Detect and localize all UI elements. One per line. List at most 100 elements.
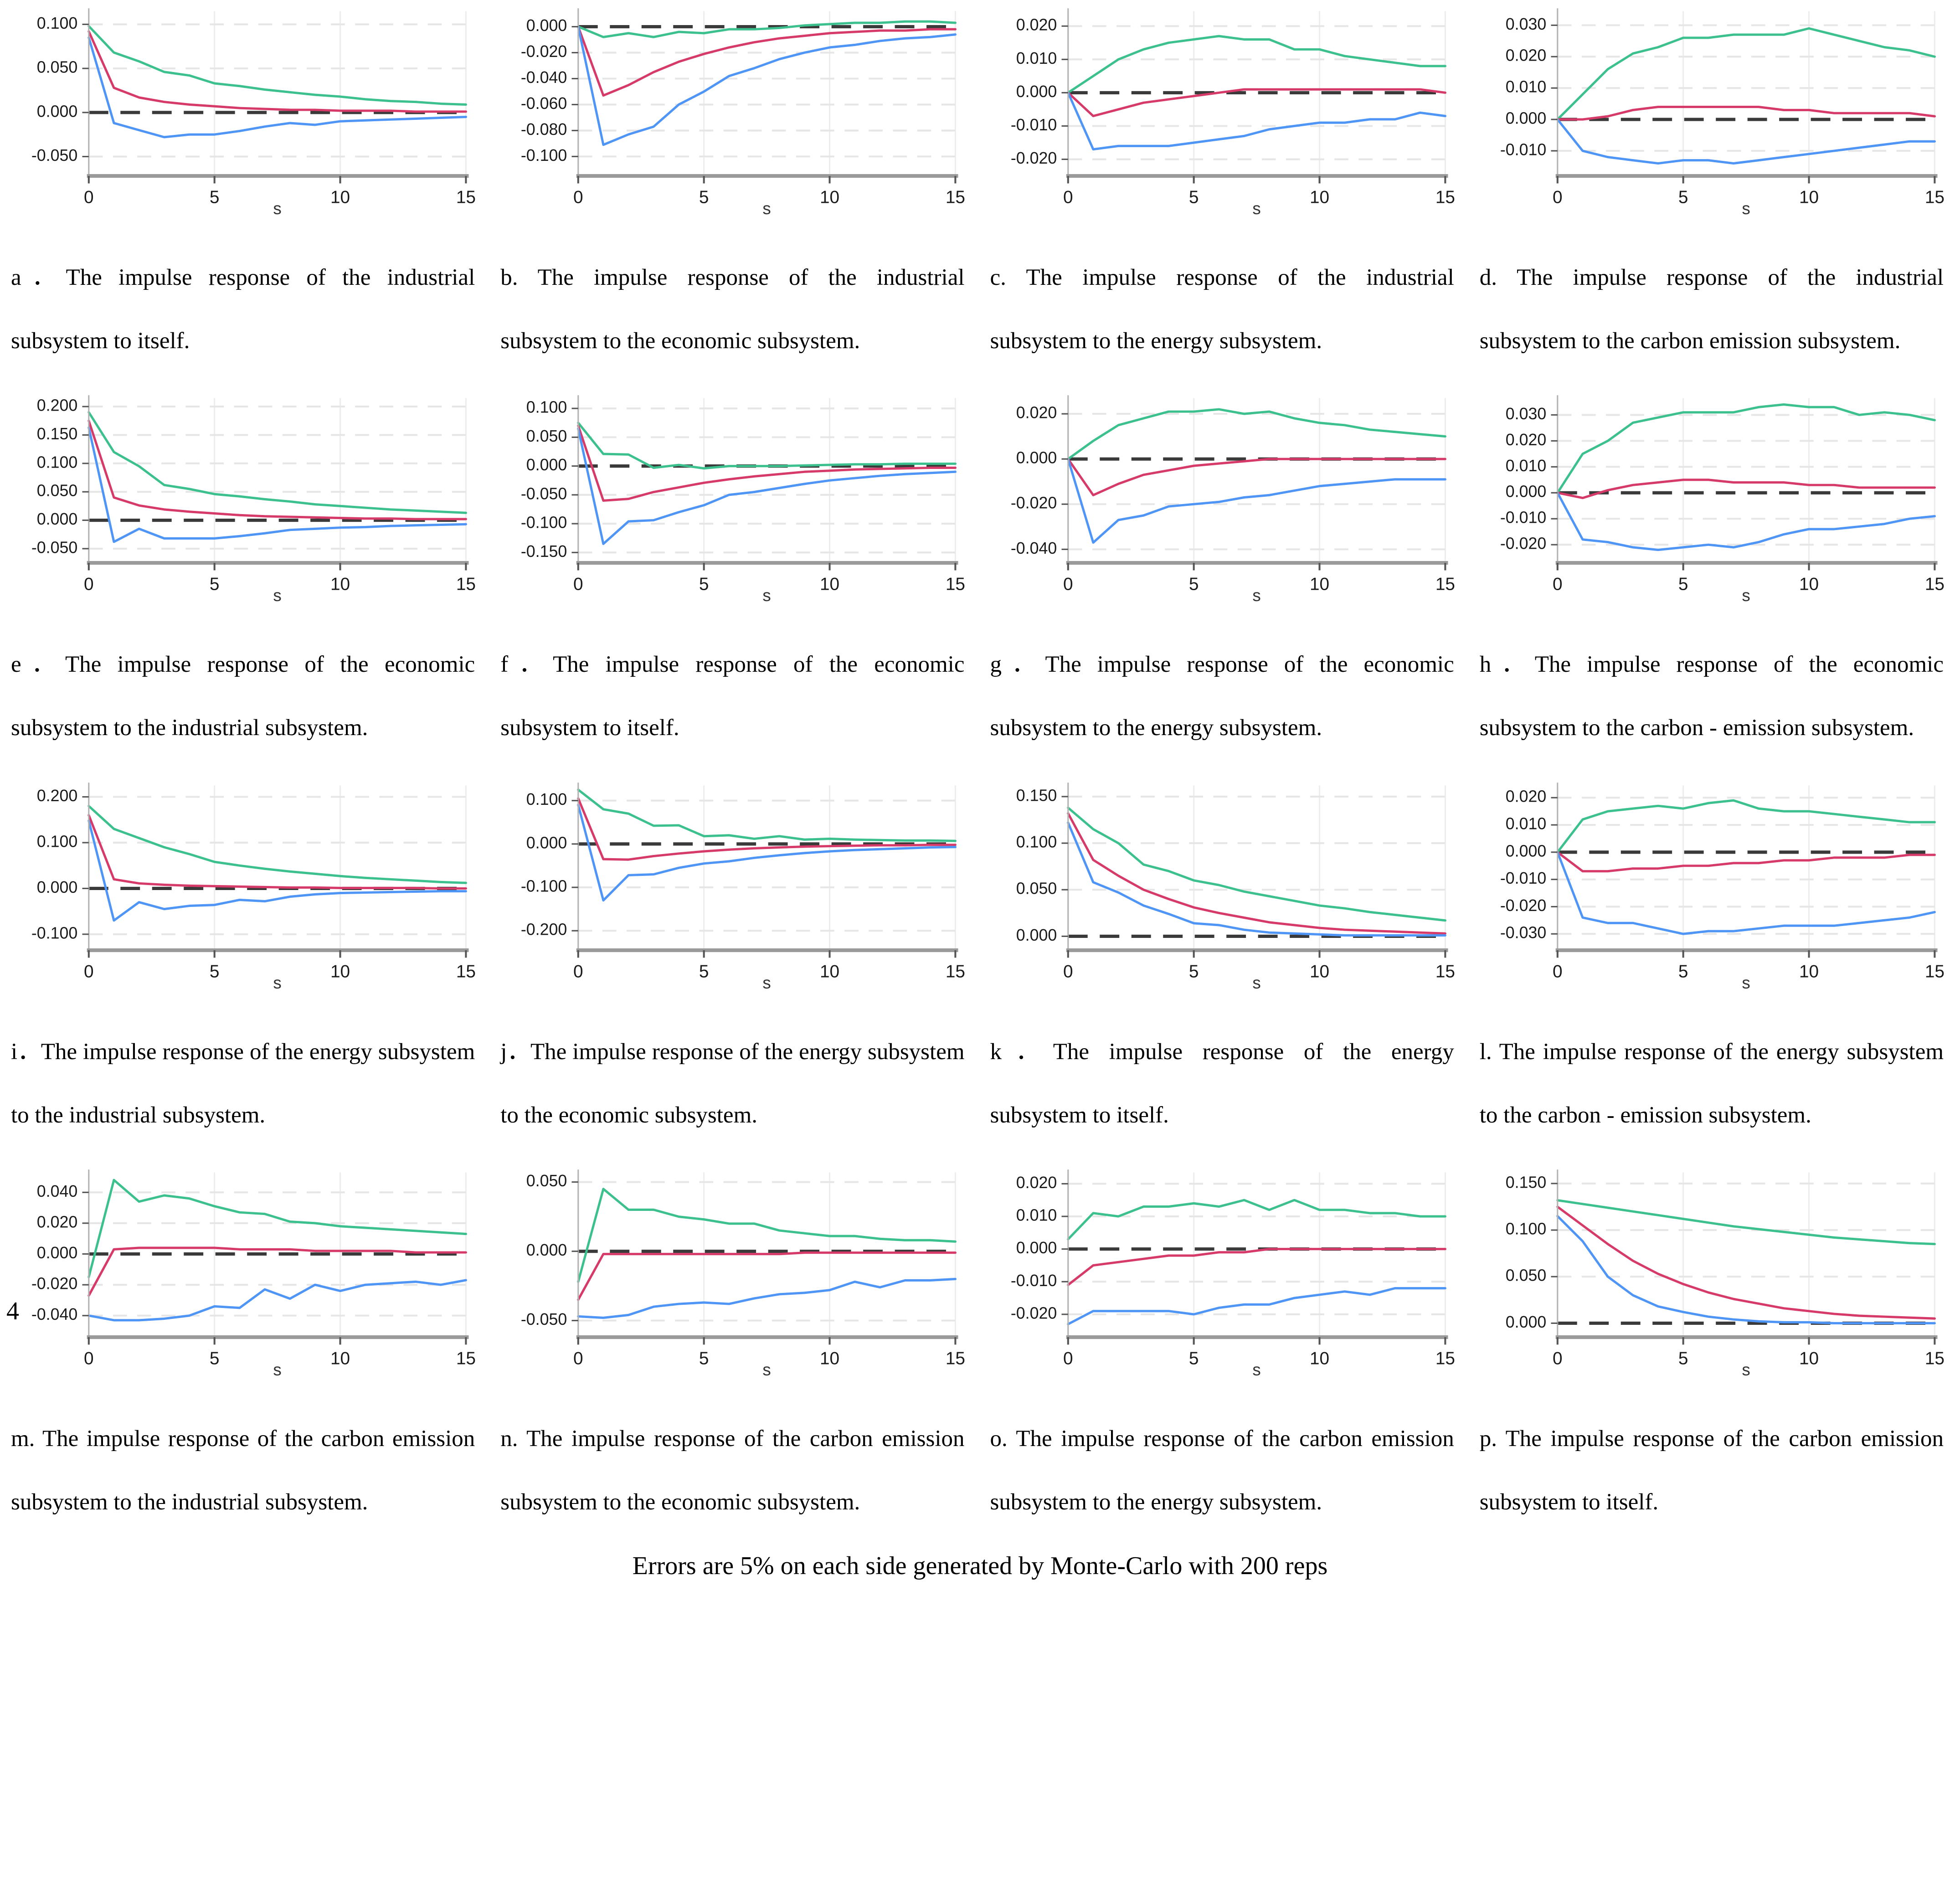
irf-plot: 0.040 0.020 0.000 -0.020 -0.040 0 5 10 15 s bbox=[31, 1169, 476, 1378]
svg-text:0.010: 0.010 bbox=[1506, 457, 1546, 475]
svg-text:0: 0 bbox=[84, 187, 94, 207]
irf-plot: 0.050 0.000 -0.050 0 5 10 15 s bbox=[521, 1169, 965, 1378]
svg-text:0: 0 bbox=[84, 575, 94, 594]
caption-d: d. The impulse response of the industria… bbox=[1479, 265, 1944, 354]
chart-carbon-to-industrial: 0.040 0.020 0.000 -0.020 -0.040 0 5 10 15 s bbox=[5, 1164, 487, 1378]
svg-text:0.000: 0.000 bbox=[526, 456, 567, 474]
svg-text:0.000: 0.000 bbox=[37, 1244, 77, 1262]
svg-text:15: 15 bbox=[456, 575, 476, 594]
chart-row-1: 0.100 0.050 0.000 -0.050 0 5 10 15 s 0.000 -0.020… bbox=[5, 3, 1955, 217]
svg-text:-0.020: -0.020 bbox=[31, 1275, 77, 1293]
svg-text:0.020: 0.020 bbox=[1016, 1174, 1056, 1192]
caption-m: m. The impulse response of the carbon em… bbox=[11, 1426, 475, 1515]
svg-text:10: 10 bbox=[1309, 962, 1329, 981]
chart-industrial-to-carbon: 0.030 0.020 0.010 0.000 -0.010 0 5 10 15 s bbox=[1473, 3, 1955, 217]
irf-plot: 0.020 0.010 0.000 -0.010 -0.020 0 5 10 15 s bbox=[1010, 8, 1455, 217]
svg-text:s: s bbox=[1742, 586, 1750, 604]
svg-text:0.020: 0.020 bbox=[1016, 404, 1056, 422]
irf-plot: 0.020 0.010 0.000 -0.010 -0.020 0 5 10 15 s bbox=[1010, 1169, 1455, 1378]
caption-j: j．The impulse response of the energy sub… bbox=[500, 1039, 965, 1128]
page-number: 4 bbox=[6, 1297, 19, 1325]
svg-text:-0.150: -0.150 bbox=[521, 542, 567, 561]
chart-economic-to-industrial: 0.200 0.150 0.100 0.050 0.000 -0.050 0 5 10 15 s bbox=[5, 390, 487, 604]
svg-text:0.000: 0.000 bbox=[526, 1241, 567, 1259]
svg-text:5: 5 bbox=[210, 187, 220, 207]
svg-text:5: 5 bbox=[699, 187, 709, 207]
svg-text:0.000: 0.000 bbox=[526, 834, 567, 852]
svg-text:0.150: 0.150 bbox=[1016, 786, 1056, 804]
svg-text:0.010: 0.010 bbox=[1016, 49, 1056, 67]
caption-f: f．The impulse response of the economic s… bbox=[500, 652, 965, 741]
svg-text:5: 5 bbox=[699, 962, 709, 981]
svg-text:-0.050: -0.050 bbox=[31, 539, 77, 557]
irf-plot: 0.000 -0.020 -0.040 -0.060 -0.080 -0.100 0 5 10 1… bbox=[521, 8, 965, 217]
svg-text:-0.040: -0.040 bbox=[521, 68, 567, 87]
svg-text:-0.050: -0.050 bbox=[521, 1310, 567, 1328]
svg-text:5: 5 bbox=[1678, 187, 1688, 207]
irf-plot: 0.020 0.010 0.000 -0.010 -0.020 -0.030 0 5 10 15 s bbox=[1500, 782, 1945, 991]
svg-text:0: 0 bbox=[573, 1349, 583, 1369]
svg-text:-0.100: -0.100 bbox=[521, 514, 567, 532]
svg-text:0.010: 0.010 bbox=[1506, 814, 1546, 833]
svg-text:0.000: 0.000 bbox=[1016, 1239, 1056, 1257]
svg-text:-0.020: -0.020 bbox=[1500, 896, 1546, 915]
irf-plot: 0.200 0.100 0.000 -0.100 0 5 10 15 s bbox=[31, 782, 476, 991]
svg-text:5: 5 bbox=[210, 962, 220, 981]
chart-row-3: 0.200 0.100 0.000 -0.100 0 5 10 15 s 0.100 0.000 -… bbox=[5, 777, 1955, 991]
svg-text:0: 0 bbox=[573, 575, 583, 594]
svg-text:15: 15 bbox=[456, 1349, 476, 1369]
svg-text:-0.020: -0.020 bbox=[1010, 149, 1056, 167]
svg-text:0.050: 0.050 bbox=[37, 482, 77, 500]
svg-text:10: 10 bbox=[820, 1349, 839, 1369]
caption-c: c. The impulse response of the industria… bbox=[990, 265, 1454, 354]
svg-text:0.000: 0.000 bbox=[1016, 82, 1056, 101]
caption-p: p. The impulse response of the carbon em… bbox=[1479, 1426, 1944, 1515]
caption-o: o. The impulse response of the carbon em… bbox=[990, 1426, 1454, 1515]
svg-text:s: s bbox=[1742, 1360, 1750, 1378]
irf-plot: 0.030 0.020 0.010 0.000 -0.010 0 5 10 15 s bbox=[1500, 8, 1945, 217]
chart-industrial-to-energy: 0.020 0.010 0.000 -0.010 -0.020 0 5 10 15 s bbox=[984, 3, 1466, 217]
irf-plot: 0.150 0.100 0.050 0.000 0 5 10 15 s bbox=[1016, 782, 1455, 991]
svg-text:0.000: 0.000 bbox=[37, 102, 77, 120]
svg-text:15: 15 bbox=[1925, 962, 1945, 981]
irf-plot: 0.020 0.000 -0.020 -0.040 0 5 10 15 s bbox=[1010, 395, 1455, 604]
chart-carbon-to-economic: 0.050 0.000 -0.050 0 5 10 15 s bbox=[494, 1164, 976, 1378]
svg-text:0: 0 bbox=[84, 962, 94, 981]
irf-plot: 0.100 0.000 -0.100 -0.200 0 5 10 15 s bbox=[521, 782, 965, 991]
svg-text:0.000: 0.000 bbox=[1506, 109, 1546, 128]
svg-text:s: s bbox=[1252, 1360, 1260, 1378]
figure-note: Errors are 5% on each side generated by … bbox=[632, 1551, 1328, 1580]
svg-text:0.030: 0.030 bbox=[1506, 405, 1546, 423]
svg-text:s: s bbox=[1252, 973, 1260, 991]
svg-text:0.100: 0.100 bbox=[526, 790, 567, 808]
chart-industrial-to-itself: 0.100 0.050 0.000 -0.050 0 5 10 15 s bbox=[5, 3, 487, 217]
svg-text:0.150: 0.150 bbox=[1506, 1174, 1546, 1192]
svg-text:-0.100: -0.100 bbox=[521, 146, 567, 165]
svg-text:0.050: 0.050 bbox=[526, 1172, 567, 1190]
svg-text:0.000: 0.000 bbox=[526, 16, 567, 35]
svg-text:0: 0 bbox=[1553, 962, 1563, 981]
svg-text:15: 15 bbox=[1925, 575, 1945, 594]
svg-text:0.100: 0.100 bbox=[37, 832, 77, 850]
svg-text:5: 5 bbox=[1678, 575, 1688, 594]
svg-text:0.100: 0.100 bbox=[37, 14, 77, 32]
caption-b: b. The impulse response of the industria… bbox=[500, 265, 965, 354]
svg-text:s: s bbox=[1742, 199, 1750, 217]
svg-text:15: 15 bbox=[456, 187, 476, 207]
caption-i: i．The impulse response of the energy sub… bbox=[11, 1039, 475, 1128]
svg-text:0.100: 0.100 bbox=[37, 453, 77, 472]
svg-text:15: 15 bbox=[1435, 575, 1455, 594]
svg-text:0.000: 0.000 bbox=[1016, 926, 1056, 944]
svg-text:s: s bbox=[273, 586, 281, 604]
svg-text:5: 5 bbox=[1188, 1349, 1199, 1369]
svg-text:0.010: 0.010 bbox=[1506, 78, 1546, 96]
svg-text:0: 0 bbox=[573, 187, 583, 207]
chart-energy-to-economic: 0.100 0.000 -0.100 -0.200 0 5 10 15 s bbox=[494, 777, 976, 991]
svg-text:-0.060: -0.060 bbox=[521, 94, 567, 113]
svg-text:0: 0 bbox=[1063, 187, 1073, 207]
svg-text:0: 0 bbox=[1063, 962, 1073, 981]
svg-text:s: s bbox=[1252, 199, 1260, 217]
svg-text:10: 10 bbox=[820, 187, 839, 207]
svg-text:-0.020: -0.020 bbox=[1010, 1304, 1056, 1323]
svg-text:10: 10 bbox=[330, 962, 350, 981]
